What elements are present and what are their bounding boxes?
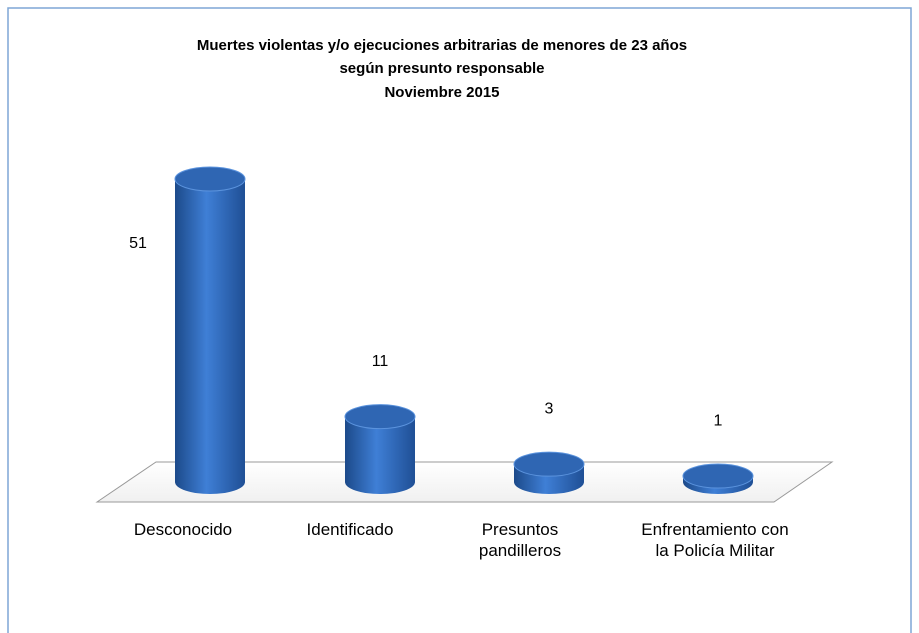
bar	[344, 404, 416, 494]
cylinder-body	[345, 416, 415, 494]
cylinder-top	[344, 404, 416, 430]
cylinder-top	[174, 166, 246, 192]
cylinder-top	[513, 451, 585, 477]
data-label: 3	[545, 400, 554, 417]
chart-title: Noviembre 2015	[384, 84, 499, 101]
cylinder-body	[175, 179, 245, 494]
chart-title: según presunto responsable	[339, 60, 544, 77]
data-label: 1	[714, 412, 723, 429]
chart-title: Muertes violentas y/o ejecuciones arbitr…	[197, 37, 687, 54]
cylinder-top	[682, 463, 754, 489]
data-label: 11	[372, 353, 389, 370]
x-tick-label: Identificado	[306, 520, 394, 539]
bar	[174, 166, 246, 494]
floor	[95, 461, 834, 503]
x-tick-label: Enfrentamiento con la Policía Militar	[641, 520, 789, 560]
bar	[682, 463, 754, 494]
x-tick-label: Desconocido	[133, 520, 233, 539]
bar	[513, 451, 585, 494]
frame	[7, 7, 912, 633]
data-label: 51	[129, 235, 147, 252]
x-tick-label: Presuntos pandilleros	[478, 520, 562, 560]
